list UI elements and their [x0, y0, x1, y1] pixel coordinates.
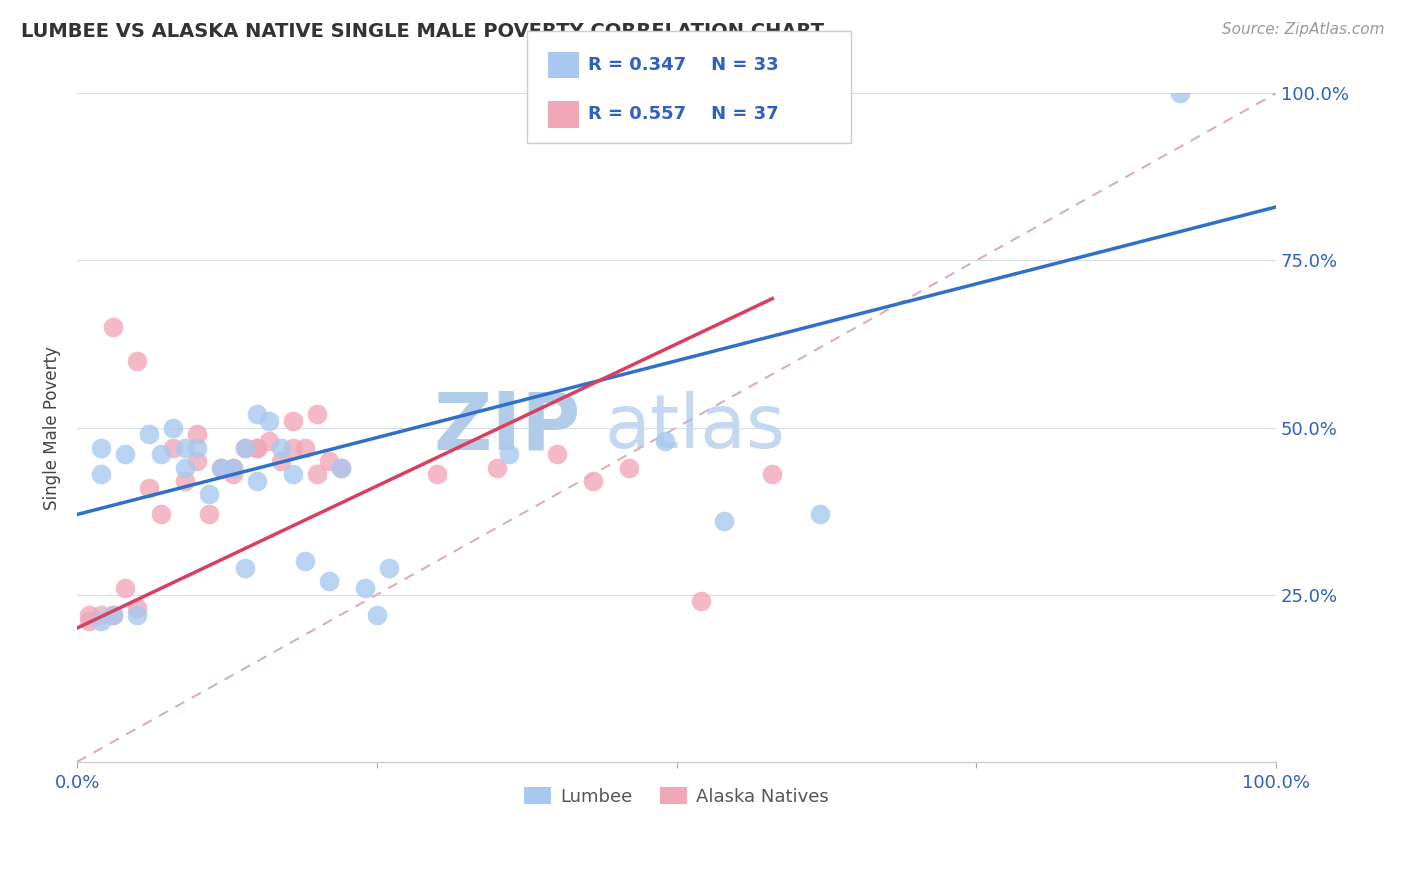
- Point: [174, 460, 197, 475]
- Point: [246, 474, 269, 488]
- Point: [125, 607, 148, 622]
- Point: [233, 441, 256, 455]
- Point: [162, 420, 184, 434]
- Point: [329, 460, 352, 475]
- Point: [77, 607, 100, 622]
- Point: [198, 508, 221, 522]
- Text: Source: ZipAtlas.com: Source: ZipAtlas.com: [1222, 22, 1385, 37]
- Point: [174, 474, 197, 488]
- Point: [305, 407, 328, 421]
- Point: [125, 353, 148, 368]
- Point: [1168, 87, 1191, 101]
- Point: [353, 581, 375, 595]
- Point: [125, 601, 148, 615]
- Point: [246, 441, 269, 455]
- Point: [257, 414, 280, 428]
- Point: [162, 441, 184, 455]
- Point: [689, 594, 711, 608]
- Point: [366, 607, 388, 622]
- Point: [808, 508, 831, 522]
- Text: R = 0.557    N = 37: R = 0.557 N = 37: [588, 105, 779, 123]
- Point: [114, 581, 136, 595]
- Point: [150, 508, 173, 522]
- Point: [485, 460, 508, 475]
- Point: [138, 427, 160, 442]
- Point: [617, 460, 640, 475]
- Point: [257, 434, 280, 448]
- Point: [233, 561, 256, 575]
- Point: [294, 554, 316, 568]
- Point: [90, 467, 112, 482]
- Point: [222, 467, 245, 482]
- Point: [281, 467, 304, 482]
- Point: [318, 574, 340, 589]
- Point: [294, 441, 316, 455]
- Point: [581, 474, 603, 488]
- Point: [270, 441, 292, 455]
- Point: [198, 487, 221, 501]
- Point: [329, 460, 352, 475]
- Point: [186, 454, 208, 468]
- Point: [318, 454, 340, 468]
- Point: [222, 460, 245, 475]
- Text: atlas: atlas: [605, 391, 786, 464]
- Point: [305, 467, 328, 482]
- Point: [90, 615, 112, 629]
- Point: [546, 447, 568, 461]
- Point: [209, 460, 232, 475]
- Point: [233, 441, 256, 455]
- Point: [246, 441, 269, 455]
- Text: R = 0.347    N = 33: R = 0.347 N = 33: [588, 56, 779, 74]
- Text: LUMBEE VS ALASKA NATIVE SINGLE MALE POVERTY CORRELATION CHART: LUMBEE VS ALASKA NATIVE SINGLE MALE POVE…: [21, 22, 824, 41]
- Point: [222, 460, 245, 475]
- Legend: Lumbee, Alaska Natives: Lumbee, Alaska Natives: [517, 780, 837, 813]
- Point: [186, 427, 208, 442]
- Point: [209, 460, 232, 475]
- Y-axis label: Single Male Poverty: Single Male Poverty: [44, 345, 60, 509]
- Point: [378, 561, 401, 575]
- Point: [101, 320, 124, 334]
- Point: [101, 607, 124, 622]
- Point: [270, 454, 292, 468]
- Point: [498, 447, 520, 461]
- Point: [90, 441, 112, 455]
- Point: [426, 467, 449, 482]
- Point: [114, 447, 136, 461]
- Point: [246, 407, 269, 421]
- Point: [281, 441, 304, 455]
- Point: [713, 514, 735, 528]
- Point: [101, 607, 124, 622]
- Point: [174, 441, 197, 455]
- Point: [77, 615, 100, 629]
- Point: [90, 607, 112, 622]
- Point: [186, 441, 208, 455]
- Point: [654, 434, 676, 448]
- Point: [150, 447, 173, 461]
- Point: [138, 481, 160, 495]
- Text: ZIP: ZIP: [433, 389, 581, 467]
- Point: [761, 467, 783, 482]
- Point: [281, 414, 304, 428]
